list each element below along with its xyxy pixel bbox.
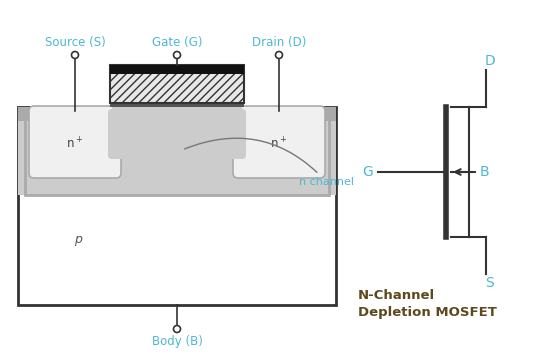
Circle shape — [275, 51, 283, 59]
Circle shape — [173, 51, 181, 59]
Bar — [112, 107, 242, 155]
Text: S: S — [486, 276, 494, 290]
Text: Drain (D): Drain (D) — [252, 36, 306, 49]
FancyBboxPatch shape — [108, 109, 246, 159]
Text: n$^+$: n$^+$ — [66, 136, 84, 152]
Text: N-Channel
Depletion MOSFET: N-Channel Depletion MOSFET — [358, 289, 497, 319]
Text: Gate (G): Gate (G) — [152, 36, 202, 49]
Circle shape — [71, 51, 79, 59]
Bar — [110, 65, 244, 74]
Bar — [18, 107, 336, 305]
Text: D: D — [485, 54, 495, 68]
Bar — [110, 65, 244, 103]
Text: n$^+$: n$^+$ — [270, 136, 288, 152]
FancyBboxPatch shape — [233, 106, 325, 178]
Bar — [25, 114, 329, 195]
Text: G: G — [362, 165, 373, 179]
Bar — [18, 107, 336, 121]
FancyBboxPatch shape — [29, 106, 121, 178]
Circle shape — [173, 326, 181, 332]
Text: p: p — [74, 233, 82, 246]
Bar — [110, 103, 244, 107]
Text: n channel: n channel — [184, 138, 354, 187]
Text: Body (B): Body (B) — [152, 335, 202, 348]
Bar — [18, 107, 336, 195]
Text: Source (S): Source (S) — [45, 36, 105, 49]
Text: B: B — [480, 165, 490, 179]
